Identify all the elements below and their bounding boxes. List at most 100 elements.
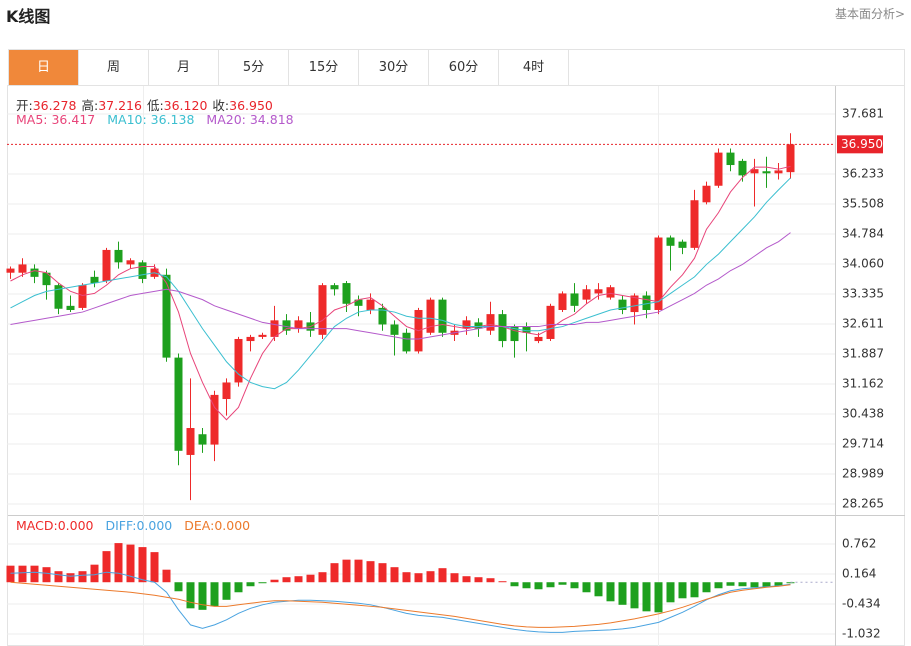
y-tick-label: 34.784 — [842, 227, 884, 241]
candle-body — [522, 326, 531, 333]
macd-bar — [306, 574, 315, 583]
macd-bar — [786, 582, 795, 584]
legend-sep: : — [53, 518, 58, 533]
candle-body — [126, 260, 135, 265]
candle-body — [234, 338, 243, 383]
y-tick-label: 34.060 — [842, 257, 884, 271]
macd-bar — [210, 582, 219, 607]
macd-bar — [30, 565, 39, 583]
macd-bar — [138, 547, 147, 583]
macd-bar — [498, 581, 507, 583]
tab[interactable]: 日 — [9, 50, 79, 85]
macd-bar — [762, 582, 771, 588]
ma-legend: MA5: 36.417 MA10: 36.138 MA20: 34.818 — [16, 112, 306, 127]
candle-body — [402, 332, 411, 352]
macd-bar — [162, 569, 171, 583]
candle-body — [342, 283, 351, 304]
macd-bar — [378, 563, 387, 583]
indicator-line — [10, 232, 791, 340]
macd-bar — [438, 568, 447, 583]
indicator-line — [10, 571, 791, 633]
macd-bar — [246, 582, 255, 587]
macd-bar — [330, 563, 339, 583]
legend-value: 0.000 — [57, 518, 94, 533]
candle-body — [282, 320, 291, 331]
legend-sep: : — [210, 518, 215, 533]
macd-bar — [186, 582, 195, 609]
macd-bar — [390, 567, 399, 583]
legend-value: 36.138 — [150, 112, 195, 127]
title: K线图 — [6, 7, 51, 26]
y-tick-label: 37.681 — [842, 107, 884, 121]
legend-name: DIFF — [105, 518, 133, 533]
legend-sep: : — [132, 518, 137, 533]
legend-name: DEA — [184, 518, 211, 533]
candle-body — [318, 285, 327, 335]
legend-value: 36.417 — [51, 112, 96, 127]
macd-bar — [414, 573, 423, 583]
candle-body — [54, 285, 63, 309]
candle-body — [558, 293, 567, 310]
macd-bar — [510, 582, 519, 587]
tab-bar: 日周月 5分 15分 30分 60分 4时 — [8, 49, 905, 85]
info-label: 低: — [146, 98, 164, 113]
legend-sep: : — [43, 112, 52, 127]
macd-bar — [738, 582, 747, 587]
legend-value: 0.000 — [136, 518, 173, 533]
legend-value: 0.000 — [214, 518, 251, 533]
macd-bar — [282, 577, 291, 583]
tab[interactable]: 月 — [149, 50, 219, 85]
candle-body — [618, 299, 627, 310]
macd-bar — [702, 582, 711, 593]
macd-bar — [666, 582, 675, 603]
macd-bar — [234, 582, 243, 593]
info-value: 37.216 — [98, 98, 142, 113]
candle-body — [546, 305, 555, 339]
tab[interactable]: 周 — [79, 50, 149, 85]
candle-body — [198, 434, 207, 445]
candle-body — [390, 324, 399, 335]
candle-body — [462, 320, 471, 329]
tab[interactable]: 5分 — [219, 50, 289, 85]
candle-body — [726, 152, 735, 166]
macd-bar — [258, 582, 267, 584]
tab[interactable]: 30分 — [359, 50, 429, 85]
macd-bar — [354, 559, 363, 583]
macd-bar — [18, 565, 27, 583]
macd-bar — [126, 544, 135, 583]
candle-body — [114, 249, 123, 263]
y-tick-label: -0.434 — [842, 597, 881, 611]
candle-body — [786, 144, 795, 173]
indicator-line — [10, 165, 791, 421]
macd-bar — [714, 582, 723, 589]
y-tick-label: 0.762 — [842, 536, 876, 550]
macd-bar — [534, 582, 543, 590]
macd-bar — [198, 582, 207, 610]
candle-body — [270, 320, 279, 337]
candle-body — [606, 287, 615, 298]
macd-bar — [90, 564, 99, 583]
legend-name: MA5 — [16, 112, 44, 127]
tab[interactable]: 60分 — [429, 50, 499, 85]
macd-bar — [294, 576, 303, 583]
candle-body — [702, 185, 711, 203]
macd-bar — [366, 561, 375, 583]
analysis-link[interactable]: 基本面分析> — [834, 7, 905, 21]
tab[interactable]: 4时 — [499, 50, 569, 85]
candle-body — [378, 307, 387, 325]
macd-bar — [522, 582, 531, 589]
candle-body — [330, 285, 339, 290]
macd-bar — [462, 576, 471, 583]
candle-body — [66, 305, 75, 310]
macd-bar — [546, 582, 555, 588]
candle-body — [750, 169, 759, 174]
candle-body — [6, 268, 15, 273]
tab[interactable]: 15分 — [289, 50, 359, 85]
y-tick-label: 31.887 — [842, 347, 884, 361]
macd-bar — [570, 582, 579, 589]
legend-name: MA20 — [206, 112, 242, 127]
candle-body — [294, 320, 303, 329]
candle-body — [774, 170, 783, 174]
candle-body — [570, 293, 579, 306]
macd-bar — [54, 571, 63, 583]
